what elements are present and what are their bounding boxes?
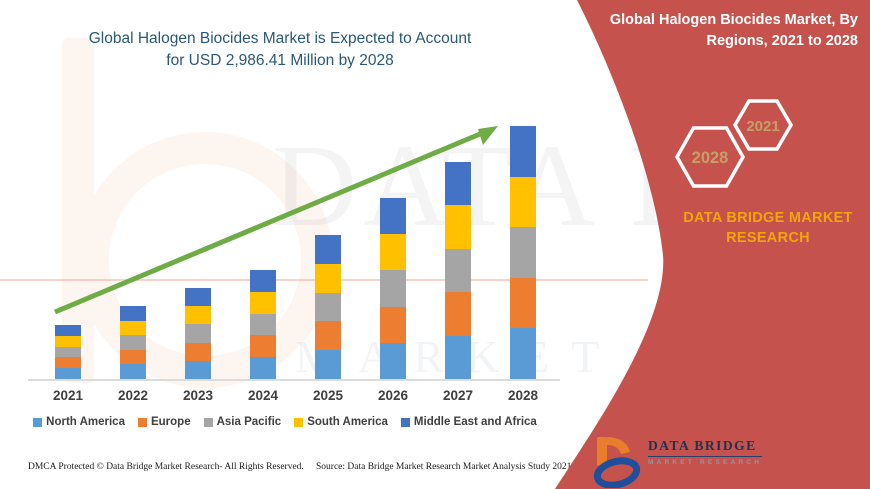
legend-label: Middle East and Africa bbox=[413, 416, 537, 428]
legend-item: Europe bbox=[137, 416, 191, 428]
bar-segment-2026 bbox=[380, 342, 406, 379]
bar-segment-2028 bbox=[510, 176, 536, 228]
x-axis-label: 2024 bbox=[247, 388, 279, 403]
panel-title: Global Halogen Biocides Market, By Regio… bbox=[588, 10, 858, 52]
bar-segment-2025 bbox=[315, 350, 341, 379]
x-axis-label: 2021 bbox=[52, 388, 84, 403]
bar-segment-2023 bbox=[185, 324, 211, 343]
legend-item: Asia Pacific bbox=[203, 416, 282, 428]
legend-swatch bbox=[294, 417, 304, 427]
bar-segment-2021 bbox=[55, 346, 81, 358]
logo-wordmark: DATA BRIDGE bbox=[648, 438, 763, 457]
bar-segment-2028 bbox=[510, 126, 536, 177]
brand-name-line1: DATA BRIDGE MARKET bbox=[683, 210, 853, 226]
dbmr-logo-icon bbox=[593, 437, 641, 488]
x-axis-label: 2026 bbox=[377, 388, 409, 403]
hexagon-2028-label: 2028 bbox=[692, 149, 729, 167]
legend-swatch bbox=[33, 417, 43, 427]
bar-segment-2022 bbox=[120, 335, 146, 350]
bar-segment-2028 bbox=[510, 277, 536, 329]
logo-subtitle: MARKET RESEARCH bbox=[648, 459, 763, 466]
brand-name-line2: RESEARCH bbox=[726, 230, 810, 246]
panel-title-line2: Regions, 2021 to 2028 bbox=[706, 33, 858, 49]
x-axis-line bbox=[28, 379, 560, 381]
legend-label: Europe bbox=[150, 416, 191, 428]
bar-segment-2027 bbox=[445, 335, 471, 379]
bar-segment-2024 bbox=[250, 335, 276, 358]
legend-label: North America bbox=[46, 416, 125, 428]
legend-item: South America bbox=[294, 416, 388, 428]
bar-segment-2028 bbox=[510, 227, 536, 278]
bar-segment-2023 bbox=[185, 342, 211, 361]
legend-swatch bbox=[137, 417, 147, 427]
legend-label: Asia Pacific bbox=[216, 416, 282, 428]
x-axis-label: 2022 bbox=[117, 388, 149, 403]
bar-segment-2021 bbox=[55, 357, 81, 369]
legend-swatch bbox=[203, 417, 213, 427]
legend-swatch bbox=[400, 417, 410, 427]
chart-legend: North America Europe Asia Pacific South Ame… bbox=[0, 416, 570, 428]
x-axis-label: 2025 bbox=[312, 388, 344, 403]
x-axis-label: 2027 bbox=[442, 388, 474, 403]
bar-segment-2022 bbox=[120, 364, 146, 379]
bar-segment-2024 bbox=[250, 313, 276, 336]
bar-segment-2025 bbox=[315, 321, 341, 351]
x-axis-label: 2023 bbox=[182, 388, 214, 403]
chart-title-line2: for USD 2,986.41 Million by 2028 bbox=[166, 52, 394, 69]
bar-segment-2023 bbox=[185, 360, 211, 379]
copyright-text: DMCA Protected © Data Bridge Market Rese… bbox=[28, 462, 304, 472]
dbmr-logo: DATA BRIDGE MARKET RESEARCH bbox=[593, 432, 763, 488]
legend-label: South America bbox=[307, 416, 388, 428]
bar-segment-2022 bbox=[120, 349, 146, 365]
x-axis-label: 2028 bbox=[507, 388, 539, 403]
bar-segment-2024 bbox=[250, 357, 276, 379]
legend-item: Middle East and Africa bbox=[400, 416, 537, 428]
bar-segment-2021 bbox=[55, 335, 81, 347]
bar-segment-2022 bbox=[120, 320, 146, 336]
brand-name: DATA BRIDGE MARKET RESEARCH bbox=[668, 208, 868, 248]
hexagon-2028-outline bbox=[674, 126, 746, 188]
legend-item: North America bbox=[33, 416, 125, 428]
source-text: Source: Data Bridge Market Research Mark… bbox=[316, 462, 572, 472]
bar-segment-2028 bbox=[510, 328, 536, 379]
bar-segment-2021 bbox=[55, 368, 81, 379]
hexagon-2021-label: 2021 bbox=[746, 118, 779, 135]
chart-title: Global Halogen Biocides Market is Expect… bbox=[40, 28, 520, 72]
hexagon-2021-outline bbox=[732, 99, 794, 151]
panel-title-line1: Global Halogen Biocides Market, By bbox=[609, 12, 858, 28]
bar-segment-2021 bbox=[55, 325, 81, 336]
chart-title-line1: Global Halogen Biocides Market is Expect… bbox=[88, 30, 472, 47]
